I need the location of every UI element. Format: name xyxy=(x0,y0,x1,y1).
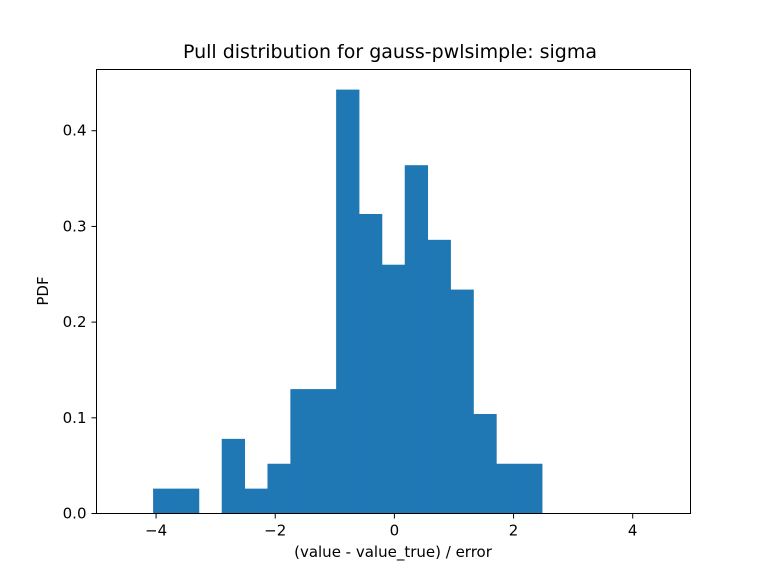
y-tick-label: 0.1 xyxy=(63,409,87,427)
histogram-bar xyxy=(450,289,474,514)
histogram-bar xyxy=(359,213,383,514)
x-axis-ticks: −4 −2 0 2 4 xyxy=(145,513,638,540)
x-tick-label: −4 xyxy=(145,522,167,540)
histogram-bar xyxy=(336,89,360,514)
histogram-bar xyxy=(404,165,429,514)
histogram-bar xyxy=(221,438,246,514)
x-tick-label: 2 xyxy=(509,522,519,540)
y-tick-label: 0.0 xyxy=(63,505,87,523)
histogram-bar xyxy=(267,463,291,514)
histogram-bars xyxy=(153,89,543,514)
plot-frame xyxy=(96,69,691,514)
x-tick-label: −2 xyxy=(264,522,286,540)
histogram-bar xyxy=(427,239,451,514)
y-tick-label: 0.4 xyxy=(63,122,87,140)
histogram-bar xyxy=(153,488,177,514)
histogram-bar xyxy=(313,389,337,514)
y-tick-label: 0.3 xyxy=(63,217,87,235)
x-tick-label: 0 xyxy=(390,522,400,540)
y-axis-ticks: 0.0 0.1 0.2 0.3 0.4 xyxy=(63,122,97,523)
y-tick-label: 0.2 xyxy=(63,313,87,331)
histogram-bar xyxy=(473,413,497,514)
histogram-bar xyxy=(175,488,200,514)
chart-title: Pull distribution for gauss-pwlsimple: s… xyxy=(183,41,597,63)
histogram-bar xyxy=(496,463,520,514)
histogram-bar xyxy=(381,264,406,514)
y-axis-label: PDF xyxy=(34,276,52,305)
x-tick-label: 4 xyxy=(628,522,638,540)
histogram-bar xyxy=(244,488,268,514)
x-axis-label: (value - value_true) / error xyxy=(294,543,493,562)
histogram-bar xyxy=(519,463,543,514)
histogram-bar xyxy=(290,389,314,514)
